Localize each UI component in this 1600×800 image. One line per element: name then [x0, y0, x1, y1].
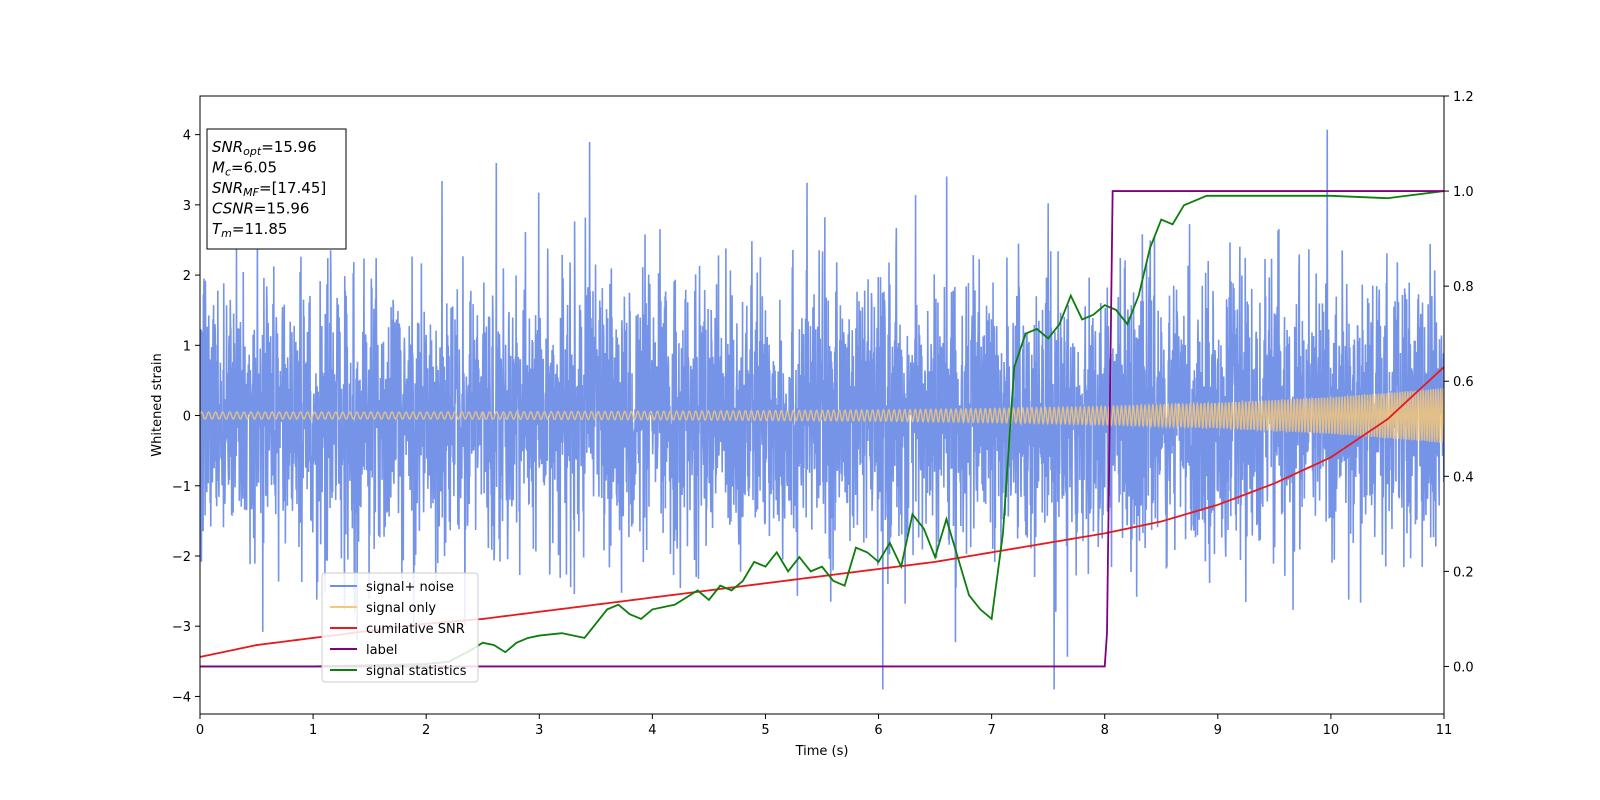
x-tick-label: 9: [1214, 723, 1222, 738]
series-signal-statistics: [200, 190, 1444, 668]
x-axis-label: Time (s): [795, 744, 849, 759]
series-signal-noise: [200, 129, 1444, 690]
x-tick-label: 10: [1323, 723, 1340, 738]
annotation-line: SNRopt=15.96: [212, 138, 317, 158]
annotation-line: Tm=11.85: [212, 220, 287, 240]
x-tick-label: 1: [309, 723, 317, 738]
series-label: [200, 190, 1444, 668]
y-left-tick-label: −4: [172, 690, 191, 705]
y-right-tick-label: 0.4: [1453, 470, 1474, 485]
y-left-tick-label: 2: [183, 269, 191, 284]
y-right-tick-label: 0.2: [1453, 565, 1474, 580]
x-tick-label: 4: [648, 723, 656, 738]
legend: signal+ noise signal only cumilative SNR la…: [321, 572, 479, 683]
y-left-tick-label: 3: [183, 199, 191, 214]
y-axis-right: 0.0 0.2 0.4 0.6 0.8 1.0 1.2: [1444, 90, 1474, 675]
x-tick-label: 8: [1101, 723, 1109, 738]
plot-frame: [199, 95, 1445, 715]
legend-entry: cumilative SNR: [366, 622, 465, 637]
x-axis: 0 1 2 3 4 5 6 7 8 9 10 11: [196, 714, 1452, 738]
y-right-tick-label: 0.8: [1453, 280, 1474, 295]
x-tick-label: 3: [535, 723, 543, 738]
y-left-tick-label: −3: [172, 620, 191, 635]
x-tick-label: 0: [196, 723, 204, 738]
series-signal-only: [200, 388, 1444, 443]
y-left-tick-label: −2: [172, 550, 191, 565]
y-axis-label-left: Whitened strain: [150, 353, 165, 456]
noise-trace: [200, 129, 1444, 690]
y-left-tick-label: −1: [172, 480, 191, 495]
annotation-line: Mc=6.05: [212, 159, 277, 179]
legend-entry: signal only: [366, 601, 436, 616]
x-tick-label: 5: [761, 723, 769, 738]
chirp-trace: [200, 388, 1444, 443]
y-right-tick-label: 1.0: [1453, 185, 1474, 200]
y-left-tick-label: 0: [183, 410, 191, 425]
x-tick-label: 6: [874, 723, 882, 738]
y-right-tick-label: 0.6: [1453, 375, 1474, 390]
x-tick-label: 11: [1436, 723, 1453, 738]
annotation-line: CSNR=15.96: [212, 200, 309, 218]
legend-entry: label: [366, 643, 397, 658]
annotation-line: SNRMF=[17.45]: [212, 179, 326, 199]
x-tick-label: 2: [422, 723, 430, 738]
legend-entry: signal statistics: [366, 664, 467, 679]
y-left-tick-label: 1: [183, 339, 191, 354]
y-right-tick-label: 0.0: [1453, 660, 1474, 675]
annotation-box: SNRopt=15.96Mc=6.05SNRMF=[17.45]CSNR=15.…: [206, 128, 347, 250]
y-right-tick-label: 1.2: [1453, 90, 1474, 105]
x-tick-label: 7: [987, 723, 995, 738]
y-left-tick-label: 4: [183, 129, 191, 144]
y-axis-left: −4 −3 −2 −1 0 1 2 3 4: [172, 129, 200, 705]
legend-entry: signal+ noise: [366, 580, 454, 595]
